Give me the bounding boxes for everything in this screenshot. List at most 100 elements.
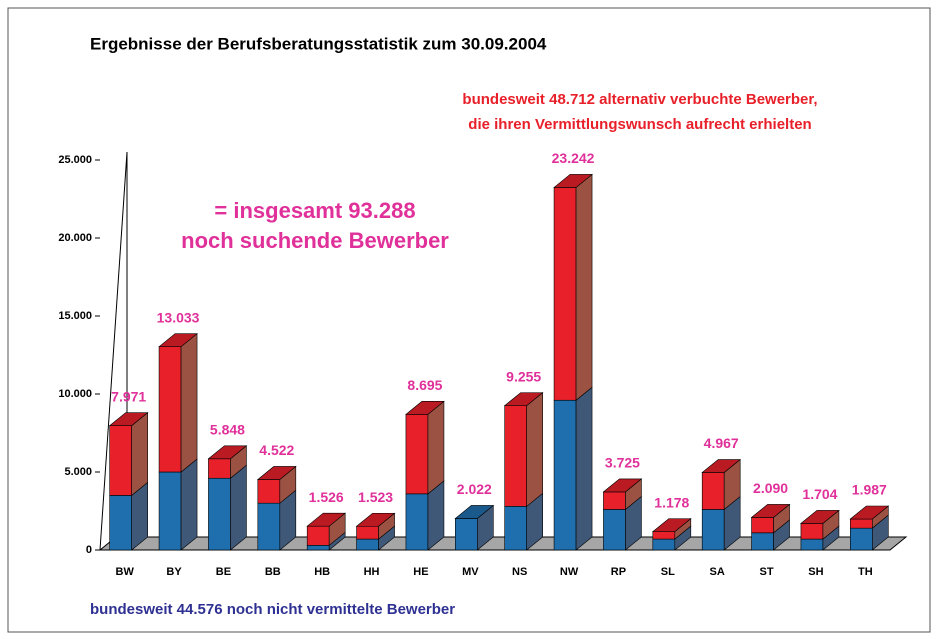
x-tick-label: BW <box>116 566 135 578</box>
value-label: 1.178 <box>654 494 689 510</box>
x-tick-label: SL <box>661 566 675 578</box>
x-tick-label: TH <box>858 566 873 578</box>
y-tick-label: 25.000 <box>58 154 92 166</box>
bar-segment <box>751 517 774 534</box>
value-label: 1.704 <box>802 486 837 502</box>
annotation: noch suchende Bewerber <box>181 228 449 253</box>
bar-segment <box>208 458 231 479</box>
bar-segment <box>158 471 182 551</box>
value-label: 23.242 <box>552 150 595 166</box>
bar-segment <box>405 414 429 495</box>
value-label: 1.987 <box>852 482 887 498</box>
x-tick-label: NW <box>560 566 579 578</box>
x-tick-label: BE <box>216 566 231 578</box>
x-tick-label: BY <box>166 566 182 578</box>
bar-segment <box>701 472 725 510</box>
bar-segment <box>257 479 281 504</box>
bar-segment <box>800 538 824 551</box>
bar-top <box>553 174 593 188</box>
x-tick-label: BB <box>265 566 281 578</box>
bar-segment <box>850 518 873 529</box>
x-tick-label: HH <box>364 566 380 578</box>
bar-segment <box>158 346 182 473</box>
bar-segment <box>356 525 379 540</box>
bar-segment <box>800 523 824 540</box>
value-label: 4.522 <box>259 442 294 458</box>
value-label: 5.848 <box>210 421 245 437</box>
bar-segment <box>751 532 774 551</box>
bar-segment <box>652 531 676 540</box>
bar-side <box>230 464 247 551</box>
annotation: bundesweit 44.576 noch nicht vermittelte… <box>90 601 455 618</box>
bar-top <box>207 445 248 460</box>
x-tick-label: SH <box>808 566 823 578</box>
bar-top <box>750 504 791 518</box>
bar-top <box>454 505 495 519</box>
bar-top <box>800 510 840 524</box>
value-label: 8.695 <box>407 377 442 393</box>
bar-top <box>405 401 445 415</box>
bar-segment <box>306 545 330 551</box>
bar-segment <box>109 425 132 496</box>
bar-top <box>849 505 890 520</box>
x-tick-label: MV <box>462 566 479 578</box>
value-label: 4.967 <box>704 435 739 451</box>
bar-segment <box>603 509 626 551</box>
frame <box>7 7 931 633</box>
value-label: 1.526 <box>309 489 344 505</box>
bar-side <box>427 400 445 495</box>
bar-segment <box>603 491 626 510</box>
x-tick-label: HE <box>413 566 428 578</box>
value-label: 3.725 <box>605 455 640 471</box>
bar-top <box>256 466 297 480</box>
x-tick-label: NS <box>512 566 527 578</box>
value-label: 13.033 <box>157 309 200 325</box>
chart-title: Ergebnisse der Berufsberatungsstatistik … <box>90 34 547 53</box>
x-tick-label: RP <box>611 566 626 578</box>
bar-segment <box>257 502 281 551</box>
bar-segment <box>701 509 725 551</box>
bar-side <box>575 173 593 401</box>
bar-segment <box>850 527 873 551</box>
bar-top <box>651 518 692 532</box>
bar-segment <box>109 495 132 551</box>
bar-side <box>180 458 198 551</box>
bar-segment <box>553 187 577 401</box>
value-label: 7.971 <box>111 388 146 404</box>
bar-top <box>602 478 643 493</box>
bar-segment <box>356 538 379 551</box>
x-tick-label: ST <box>760 566 774 578</box>
x-tick-label: SA <box>710 566 725 578</box>
y-tick-label: 10.000 <box>58 388 92 400</box>
bar-side <box>526 391 543 507</box>
bar-top <box>701 459 742 473</box>
bar-segment <box>504 405 527 507</box>
bar-top <box>503 392 544 406</box>
bar-top <box>158 333 198 347</box>
y-tick-label: 15.000 <box>58 310 92 322</box>
axis <box>99 151 128 551</box>
bar-top <box>306 512 347 527</box>
bar-segment <box>405 493 429 551</box>
annotation: bundesweit 48.712 alternativ verbuchte B… <box>462 91 817 108</box>
y-tick-label: 20.000 <box>58 232 92 244</box>
bar-segment <box>652 538 676 551</box>
bar-segment <box>455 518 478 551</box>
bar-side <box>131 412 148 497</box>
y-tick-label: 0 <box>86 544 92 556</box>
annotation: = insgesamt 93.288 <box>214 198 415 223</box>
bar-segment <box>208 477 231 551</box>
bar-segment <box>553 399 577 551</box>
bar-segment <box>504 506 527 551</box>
value-label: 1.523 <box>358 489 393 505</box>
bar-segment <box>306 525 330 546</box>
value-label: 2.022 <box>457 481 492 497</box>
value-label: 2.090 <box>753 480 788 496</box>
y-tick-label: 5.000 <box>64 466 92 478</box>
bar-side <box>575 386 593 551</box>
value-label: 9.255 <box>506 368 541 384</box>
x-tick-label: HB <box>314 566 330 578</box>
bar-top <box>355 512 396 527</box>
annotation: die ihren Vermittlungswunsch aufrecht er… <box>468 116 811 133</box>
